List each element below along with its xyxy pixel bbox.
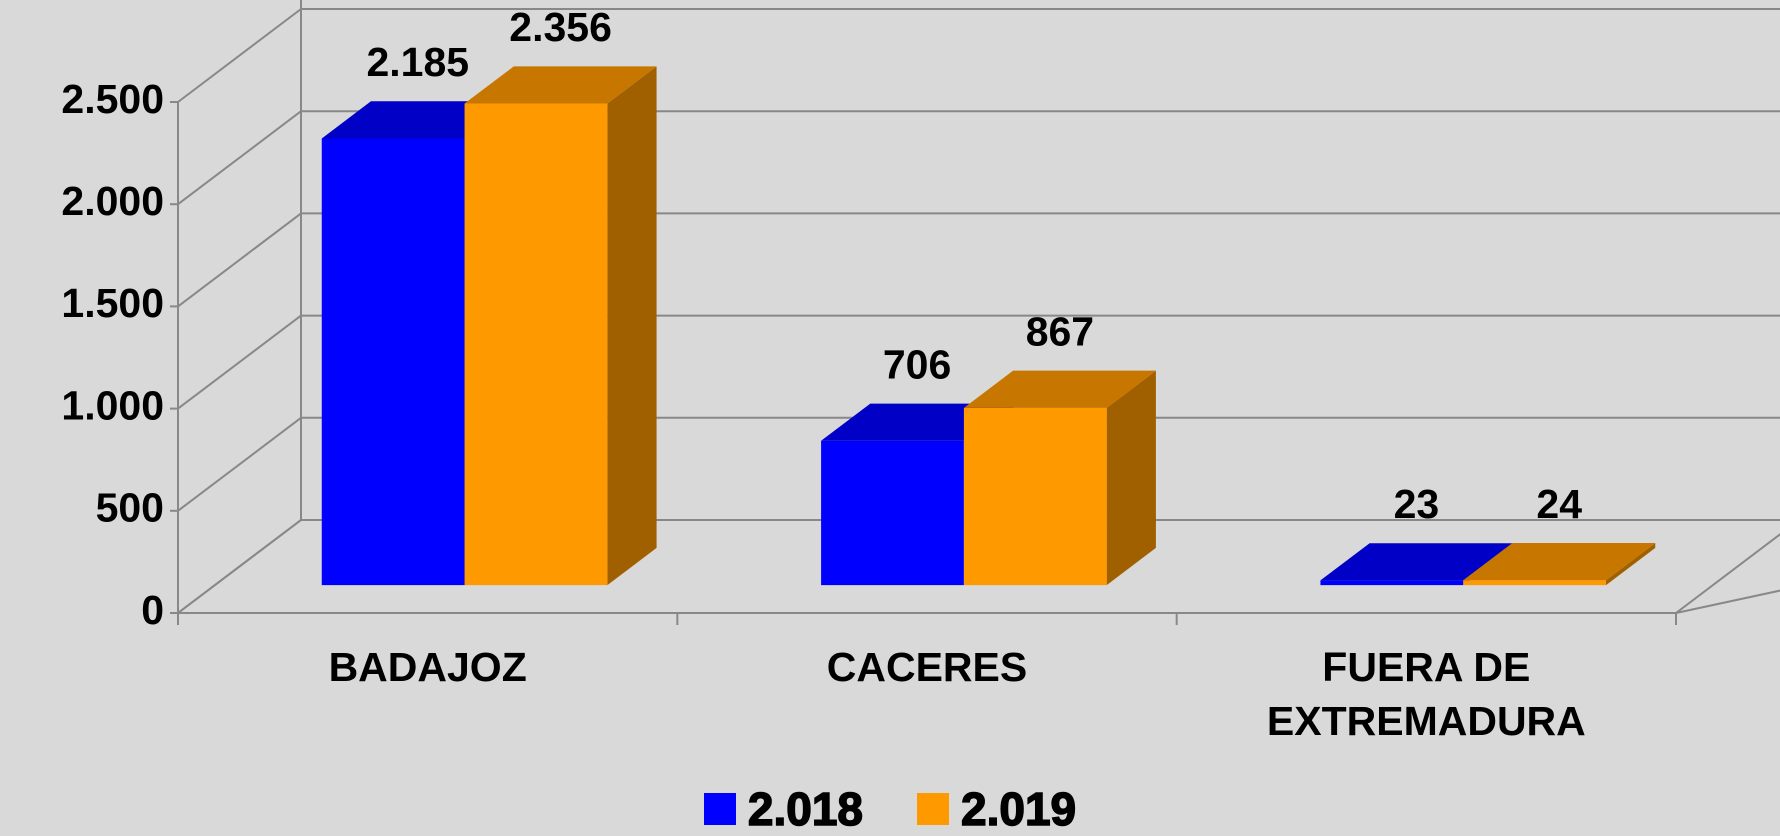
x-tick-label: CACERES	[826, 644, 1028, 690]
bar-front	[821, 440, 964, 586]
legend-swatch	[703, 793, 736, 825]
value-label: 24	[1536, 481, 1582, 527]
grid-line-side	[177, 417, 302, 512]
x-tick-label: FUERA DE EXTREMADURA	[1266, 644, 1586, 744]
bar-front	[464, 103, 608, 586]
value-label: 867	[1026, 309, 1094, 355]
legend: 2.018 2.019	[0, 782, 1780, 836]
x-tick-label: BADAJOZ	[328, 644, 527, 690]
bar-side	[1106, 370, 1156, 586]
legend-item: 2.018	[703, 782, 864, 836]
y-tick-label: 1.000	[61, 382, 164, 428]
bar-front	[1320, 580, 1464, 586]
grid-line-side	[177, 314, 302, 410]
bar-side	[1606, 542, 1656, 586]
grid-line-side	[177, 519, 302, 614]
grid-line-side	[177, 8, 302, 103]
y-tick-label: 1.500	[61, 280, 164, 326]
value-label: 706	[883, 341, 951, 387]
y-tick-label: 2.000	[61, 178, 164, 224]
bar-top	[1463, 542, 1656, 581]
y-tick-label: 500	[96, 485, 164, 531]
grid-line-side	[177, 110, 302, 205]
grid-line-side	[177, 212, 302, 308]
bar-side	[607, 66, 657, 586]
bar-front	[1463, 580, 1607, 586]
legend-item: 2.019	[917, 782, 1077, 836]
bar-top	[1320, 543, 1513, 581]
bar-front	[321, 138, 465, 586]
legend-label: 2.019	[960, 782, 1077, 836]
right-floor-edge	[1675, 589, 1780, 614]
value-label: 2.185	[366, 39, 469, 85]
value-label: 23	[1394, 481, 1440, 527]
bar-top	[963, 370, 1156, 408]
bar-front	[963, 407, 1107, 586]
bar-top	[464, 66, 657, 104]
y-tick-label: 0	[141, 587, 164, 633]
y-tick-label: 2.500	[61, 76, 164, 122]
legend-label: 2.018	[747, 782, 864, 836]
value-label: 2.356	[509, 4, 612, 50]
legend-swatch	[917, 793, 949, 825]
